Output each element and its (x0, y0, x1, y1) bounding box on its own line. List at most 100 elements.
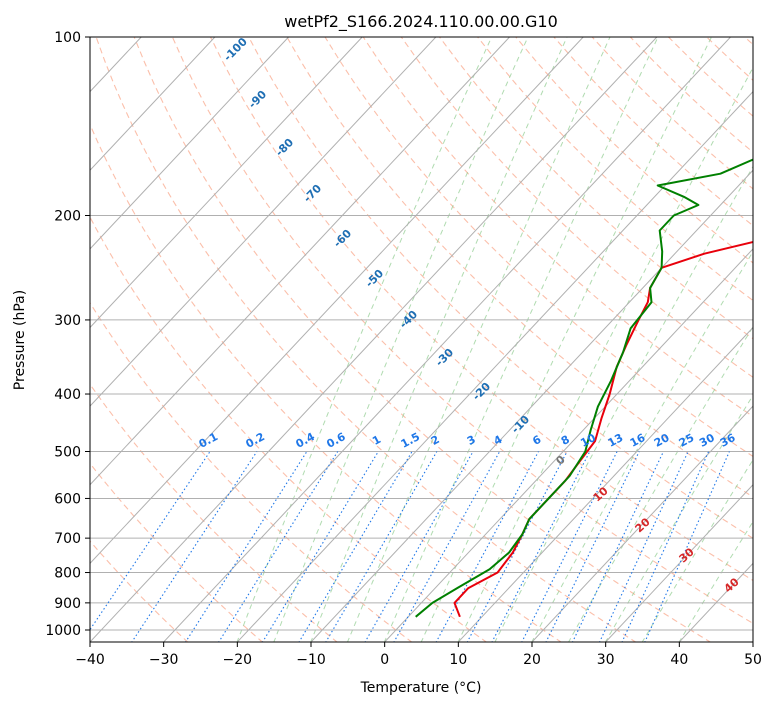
isotherm-label: -60 (331, 227, 354, 250)
moist-adiabat (604, 394, 753, 642)
y-tick-label: 500 (54, 444, 81, 460)
mixing-ratio-label: 6 (530, 433, 543, 448)
x-tick-label: 40 (670, 652, 688, 668)
dry-adiabat (90, 462, 264, 642)
isotherm-label: -80 (273, 136, 296, 159)
isotherm-label: -10 (509, 413, 532, 436)
moist-adiabat (641, 458, 753, 642)
isotherm-line (531, 405, 753, 642)
dry-adiabat (90, 540, 189, 642)
x-tick-label: −30 (149, 652, 179, 668)
moist-adiabat (383, 37, 659, 642)
y-tick-label: 900 (54, 596, 81, 612)
x-axis-title: Temperature (°C) (360, 680, 482, 696)
dry-adiabat (477, 37, 753, 302)
isotherm-line (383, 248, 753, 642)
isotherm-label: -30 (433, 346, 456, 369)
mixing-ratio-label: 4 (492, 433, 505, 448)
x-tick-label: −20 (223, 652, 253, 668)
mixing-ratio-line (598, 451, 689, 642)
moist-adiabat (236, 37, 493, 642)
moist-adiabat (568, 325, 753, 642)
dry-adiabat (706, 37, 753, 82)
series-layer (415, 158, 753, 618)
mixing-ratio-label: 1 (370, 433, 383, 448)
mixing-ratio-line (325, 451, 438, 642)
mixing-ratio-line (261, 451, 379, 642)
dewpoint-line (415, 158, 753, 618)
dry-adiabat (133, 37, 712, 642)
mixing-ratio-label: 16 (628, 431, 648, 450)
y-tick-label: 300 (54, 313, 81, 329)
moist-adiabat (310, 37, 568, 642)
mixing-ratio-label: 0.6 (324, 430, 348, 451)
mixing-ratio-line (644, 451, 730, 642)
isotherm-line (162, 37, 731, 642)
mixing-ratio-line (571, 451, 664, 642)
mixing-ratio-line (621, 451, 710, 642)
y-tick-label: 600 (54, 491, 81, 507)
dry-adiabat (90, 383, 338, 642)
moist-adiabat (531, 250, 753, 642)
isotherm-line (604, 484, 753, 642)
mixing-ratio-label: 36 (718, 431, 738, 450)
mixing-ratio-label: 0.1 (197, 430, 220, 451)
mixing-ratio-line (545, 451, 640, 642)
plot-frame (89, 36, 754, 643)
moist-adiabat (420, 37, 712, 642)
moist-adiabat (346, 37, 611, 642)
mixing-ratio-label: 13 (606, 431, 626, 450)
wetbulb-label: 10 (591, 484, 611, 504)
isotherm-label: -70 (301, 182, 324, 205)
x-tick-label: −10 (296, 652, 326, 668)
mixing-ratio-line (435, 451, 539, 642)
axis-layer: −40 −30 −20 −10 0 10 20 30 40 5010020030040050060… (45, 30, 762, 668)
isotherm-label: -90 (246, 88, 269, 111)
mixing-ratio-line (466, 451, 568, 642)
mixing-ratio-label: 20 (652, 431, 672, 450)
isotherm-label: -20 (470, 380, 493, 403)
isotherm-label: -100 (221, 35, 250, 64)
isotherm-line (236, 90, 753, 642)
x-tick-label: 0 (380, 652, 389, 668)
dry-adiabat (171, 37, 753, 625)
mixing-ratio-label: 1.5 (399, 430, 422, 451)
dry-adiabat (95, 37, 637, 642)
isotherm-line (0, 37, 68, 643)
y-tick-label: 400 (54, 387, 81, 403)
isotherm-line (90, 37, 510, 486)
moist-adiabat (678, 520, 753, 642)
y-tick-label: 200 (54, 209, 81, 225)
dry-adiabat (744, 37, 753, 46)
wetbulb-label: 20 (633, 515, 653, 535)
mixing-ratio-line (184, 451, 308, 642)
x-tick-label: 10 (449, 652, 467, 668)
mixing-ratio-line (90, 451, 211, 631)
isotherm-line (457, 326, 753, 642)
dry-adiabat (324, 37, 753, 458)
isotherm-label: -50 (363, 267, 386, 290)
isotherm-line (90, 37, 437, 407)
mixing-ratio-label: 30 (697, 431, 717, 450)
isotherm-line (90, 37, 289, 250)
isotherm-line (90, 37, 658, 642)
moist-adiabat (457, 66, 753, 642)
isotherm-line (90, 37, 584, 565)
x-tick-label: 50 (744, 652, 762, 668)
y-tick-label: 800 (54, 566, 81, 582)
y-tick-label: 100 (54, 30, 81, 46)
mixing-ratio-line (218, 451, 339, 642)
dry-adiabat (210, 37, 753, 582)
mixing-ratio-line (364, 451, 474, 642)
mixing-ratio-label: 10 (578, 431, 598, 450)
chart-title: wetPf2_S166.2024.110.00.00.G10 (284, 12, 558, 32)
mixing-ratio-line (131, 451, 258, 642)
mixing-ratio-line (298, 451, 413, 642)
x-tick-label: 30 (597, 652, 615, 668)
grid-layer (0, 37, 753, 643)
x-tick-label: −40 (75, 652, 105, 668)
x-tick-label: 20 (523, 652, 541, 668)
y-axis-title: Pressure (hPa) (12, 290, 28, 390)
y-tick-label: 1000 (45, 623, 81, 639)
